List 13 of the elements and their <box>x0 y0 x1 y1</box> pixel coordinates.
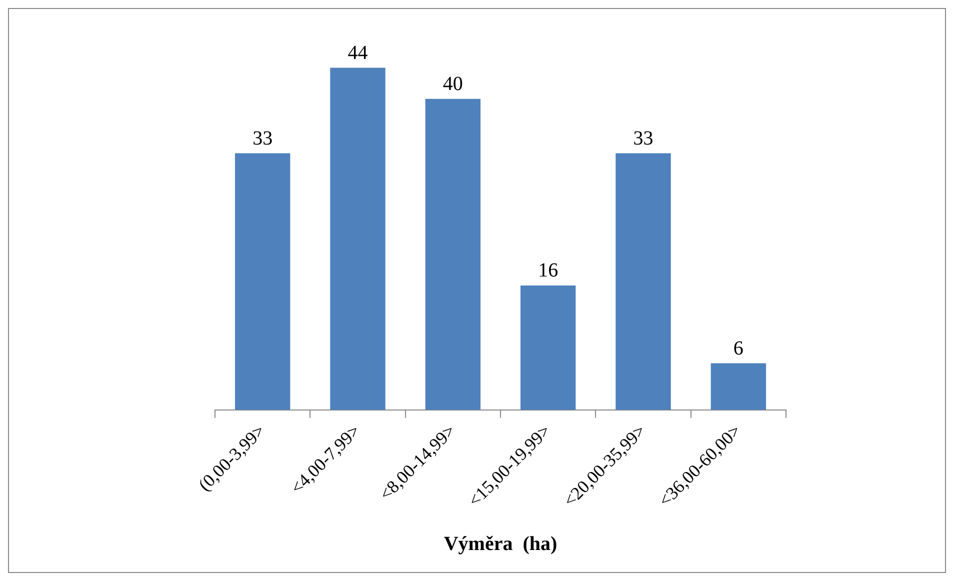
bar <box>710 363 766 410</box>
bar <box>616 153 671 410</box>
data-label: 33 <box>252 128 273 150</box>
bar <box>425 98 481 410</box>
data-label: 16 <box>538 260 558 282</box>
data-label: 44 <box>348 42 368 64</box>
bar <box>330 68 386 410</box>
bar <box>520 285 576 410</box>
data-label: 6 <box>733 337 744 360</box>
bar <box>234 153 290 410</box>
data-label: 40 <box>442 73 463 96</box>
data-label: 33 <box>633 128 654 150</box>
x-axis-title: Výměra (ha) <box>444 533 558 556</box>
